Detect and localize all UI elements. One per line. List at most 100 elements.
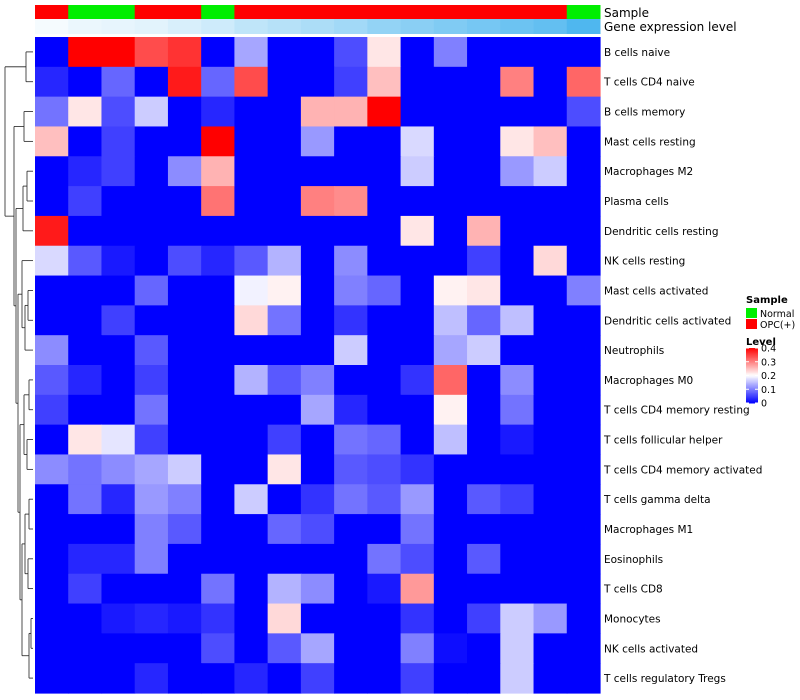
heatmap-cell [533, 573, 568, 605]
heatmap-cell [533, 96, 568, 128]
heatmap-cell [300, 96, 335, 128]
level-annotation-cell [201, 19, 235, 34]
heatmap-cell [234, 186, 269, 217]
heatmap-cell [201, 394, 236, 426]
heatmap-cell [467, 275, 501, 306]
colorbar-segment [746, 376, 758, 379]
heatmap-cell [433, 514, 468, 545]
heatmap-cell [35, 394, 69, 426]
heatmap-cell [300, 126, 335, 157]
heatmap-cell [101, 37, 136, 68]
heatmap-cell [334, 126, 368, 157]
heatmap-cell [500, 484, 535, 515]
heatmap-cell [300, 365, 335, 396]
heatmap-cell [35, 66, 69, 98]
legend-level-colorbar [746, 348, 758, 404]
heatmap-cell [400, 126, 435, 157]
heatmap-cell [167, 573, 202, 605]
heatmap-cell [234, 454, 269, 485]
heatmap-cell [400, 603, 435, 634]
heatmap-cell [367, 573, 402, 605]
heatmap-cell [400, 275, 435, 306]
heatmap-cell [167, 37, 202, 68]
heatmap-cell [500, 394, 535, 426]
heatmap-cell [300, 543, 335, 575]
heatmap-cell [367, 305, 402, 336]
heatmap-cell [334, 454, 368, 485]
heatmap-cell [68, 394, 103, 426]
heatmap-cell [167, 215, 202, 247]
heatmap-cell [201, 514, 236, 545]
heatmap-cell [533, 663, 568, 694]
heatmap-cell [68, 484, 103, 515]
row-label: Dendritic cells activated [604, 315, 731, 327]
heatmap-cell [101, 66, 136, 98]
heatmap-cell [500, 66, 535, 98]
heatmap-cell [467, 126, 501, 157]
colorbar-segment [746, 374, 758, 376]
heatmap-cell [167, 603, 202, 634]
colorbar-tick-label: 0.1 [761, 385, 776, 396]
heatmap-cell [467, 573, 501, 605]
sample-annotation-cell [35, 5, 69, 19]
row-label: Neutrophils [604, 345, 664, 357]
heatmap-cell [500, 514, 535, 545]
colorbar-segment [746, 359, 758, 361]
heatmap-cell [533, 186, 568, 217]
heatmap-cell [68, 543, 103, 575]
heatmap-cell [367, 245, 402, 277]
heatmap-cell [134, 215, 169, 247]
heatmap-cell [35, 514, 69, 545]
heatmap-cell [201, 186, 236, 217]
heatmap-cell [334, 573, 368, 605]
heatmap-cell [101, 633, 136, 664]
heatmap-cell [533, 37, 568, 68]
heatmap-cell [467, 215, 501, 247]
heatmap-cell [566, 275, 601, 306]
row-dendrogram [4, 51, 33, 679]
heatmap-cell [334, 365, 368, 396]
colorbar-segment [746, 383, 758, 385]
heatmap-cell [234, 335, 269, 366]
heatmap-cell [400, 186, 435, 217]
level-annotation-cell [267, 19, 302, 34]
row-label: T cells CD8 [603, 584, 663, 596]
heatmap-cell [101, 156, 136, 187]
heatmap-cell [68, 335, 103, 366]
heatmap-cell [35, 573, 69, 605]
heatmap-cells [35, 37, 601, 694]
heatmap-cell [533, 156, 568, 187]
heatmap-cell [566, 365, 601, 396]
sample-annotation-bar [35, 5, 601, 19]
sample-annotation-cell [500, 5, 535, 19]
heatmap-cell [334, 633, 368, 664]
heatmap-cell [433, 156, 468, 187]
heatmap-cell [367, 96, 402, 128]
level-annotation-cell [101, 19, 136, 34]
colorbar-segment [746, 370, 758, 373]
heatmap-cell [500, 186, 535, 217]
heatmap-cell [167, 156, 202, 187]
heatmap-cell [566, 305, 601, 336]
heatmap-cell [566, 573, 601, 605]
heatmap-cell [533, 215, 568, 247]
heatmap-cell [533, 633, 568, 664]
heatmap-cell [167, 514, 202, 545]
heatmap-cell [533, 514, 568, 545]
heatmap-cell [68, 514, 103, 545]
heatmap-cell [533, 394, 568, 426]
heatmap-cell [68, 215, 103, 247]
heatmap-cell [68, 305, 103, 336]
heatmap-cell [101, 245, 136, 277]
heatmap-cell [201, 275, 236, 306]
heatmap-cell [101, 484, 136, 515]
heatmap-cell [201, 633, 236, 664]
heatmap-cell [134, 335, 169, 366]
heatmap-cell [300, 275, 335, 306]
colorbar-segment [746, 393, 758, 395]
heatmap-cell [234, 275, 269, 306]
heatmap-cell [234, 543, 269, 575]
heatmap-cell [334, 96, 368, 128]
row-label: Monocytes [604, 613, 661, 625]
